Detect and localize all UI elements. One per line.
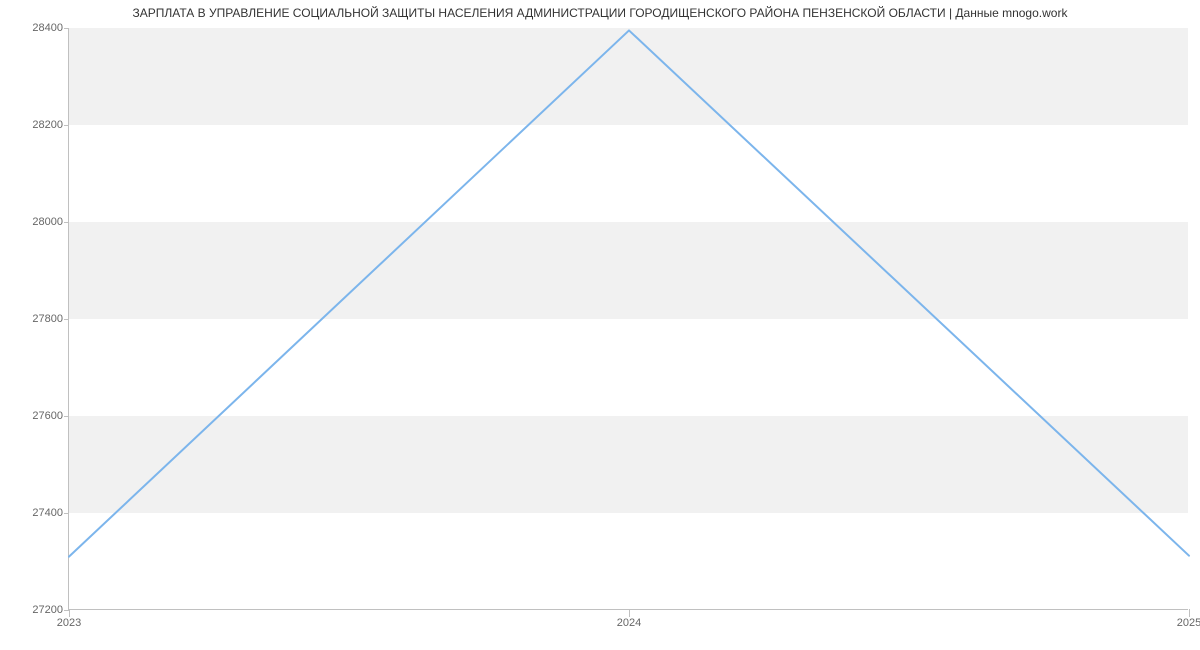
y-tick-label: 27200 <box>32 604 63 616</box>
x-tick-mark <box>629 609 630 617</box>
x-tick-mark <box>1189 609 1190 617</box>
plot-area: 2720027400276002780028000282002840020232… <box>68 28 1188 610</box>
x-tick-label: 2023 <box>57 617 81 629</box>
y-tick-label: 28000 <box>32 216 63 228</box>
y-tick-label: 28400 <box>32 22 63 34</box>
y-tick-label: 27800 <box>32 313 63 325</box>
series-line <box>69 28 1189 610</box>
y-tick-label: 27400 <box>32 507 63 519</box>
chart-container: ЗАРПЛАТА В УПРАВЛЕНИЕ СОЦИАЛЬНОЙ ЗАЩИТЫ … <box>0 0 1200 650</box>
y-tick-label: 27600 <box>32 410 63 422</box>
x-tick-label: 2025 <box>1177 617 1200 629</box>
x-tick-mark <box>69 609 70 617</box>
chart-title: ЗАРПЛАТА В УПРАВЛЕНИЕ СОЦИАЛЬНОЙ ЗАЩИТЫ … <box>0 6 1200 20</box>
x-tick-label: 2024 <box>617 617 641 629</box>
y-tick-label: 28200 <box>32 119 63 131</box>
